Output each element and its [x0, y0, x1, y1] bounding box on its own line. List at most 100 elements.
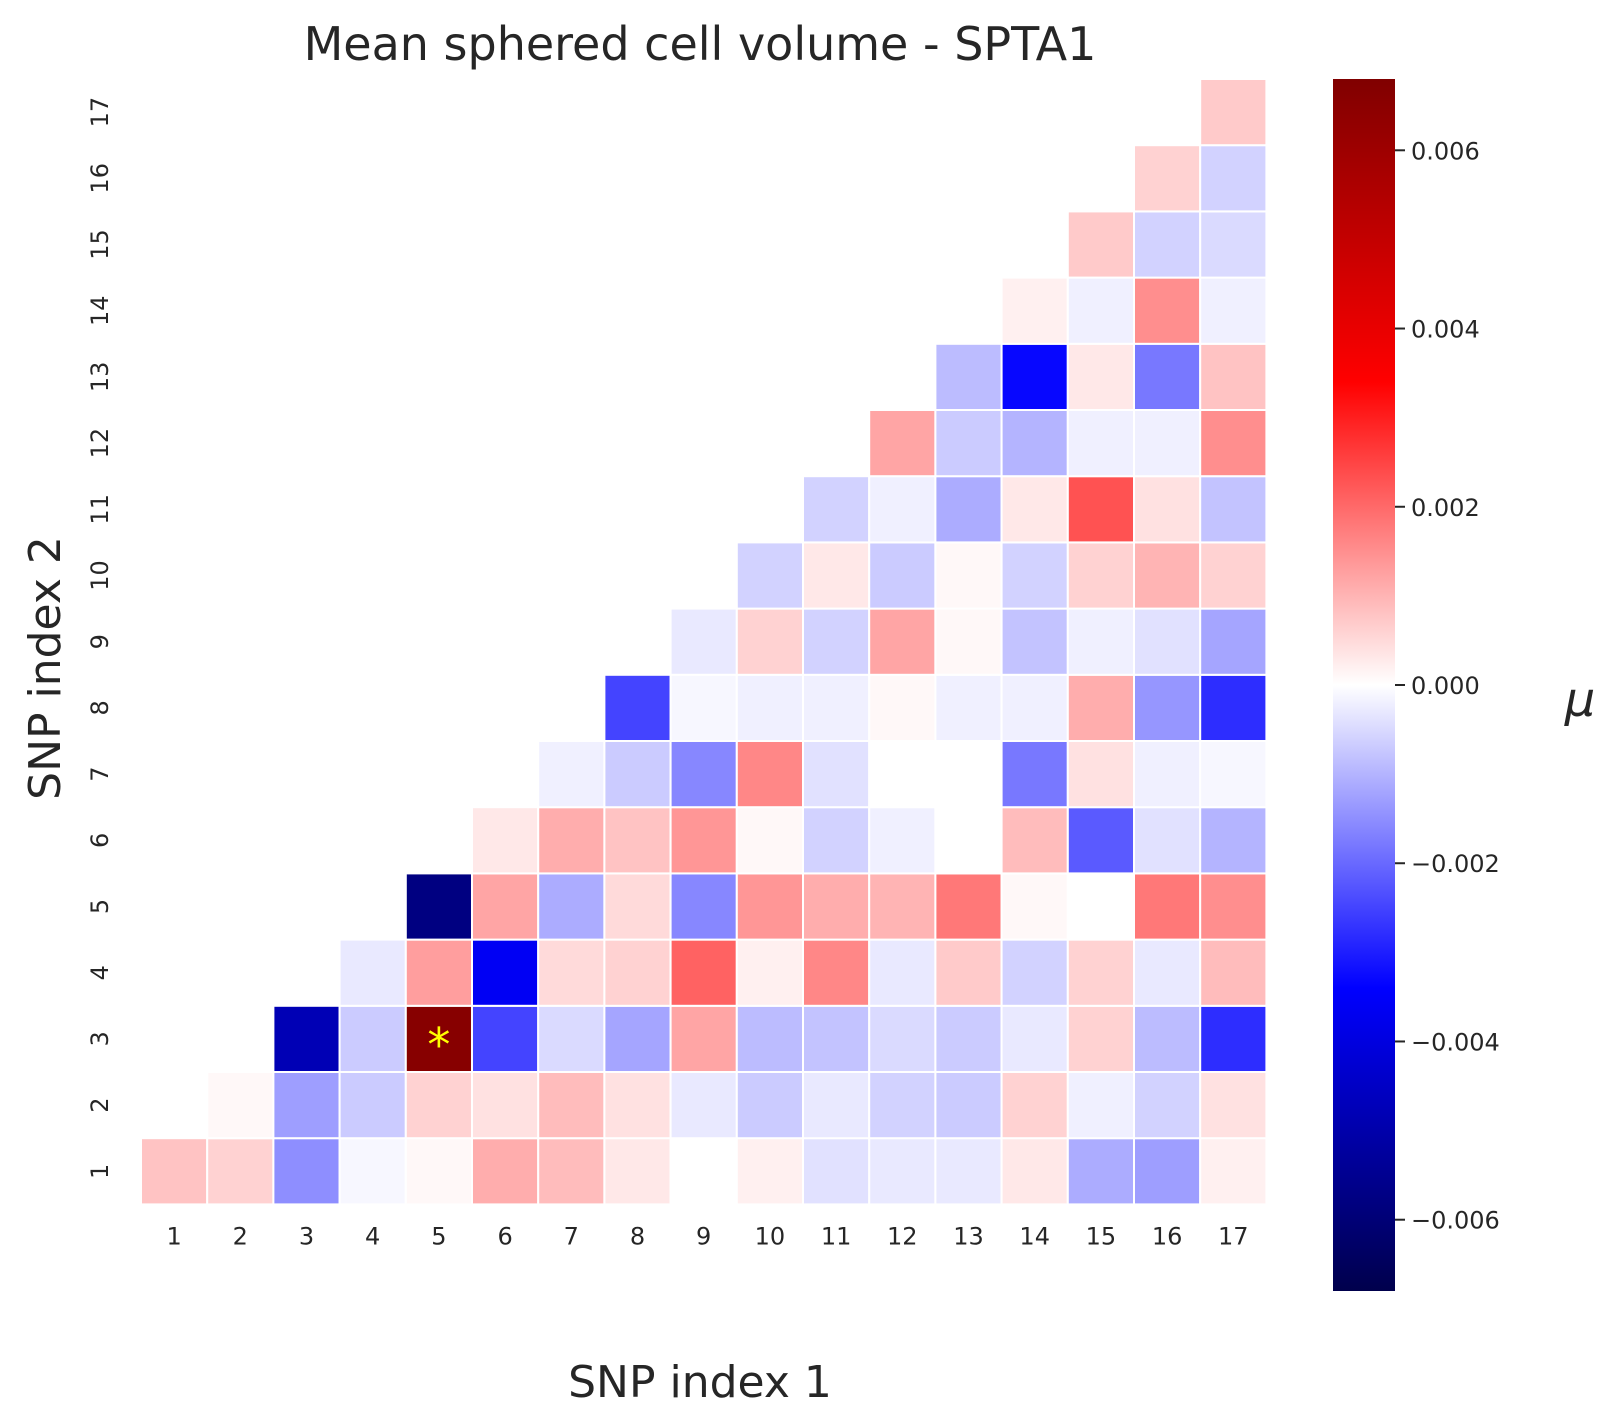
- chart-title: Mean sphered cell volume - SPTA1: [304, 17, 1097, 71]
- heatmap-cell-x13-y6: [934, 806, 1003, 875]
- x-tick-label-2: 2: [233, 1222, 248, 1250]
- x-tick-label-16: 16: [1152, 1222, 1183, 1250]
- heatmap-cell-x16-y9: [1133, 607, 1202, 676]
- colorbar-tick-label: −0.006: [1411, 1207, 1500, 1235]
- heatmap-cell-x11-y5: [802, 872, 871, 941]
- x-tick-label-4: 4: [365, 1222, 380, 1250]
- heatmap-cell-x14-y11: [1000, 475, 1069, 544]
- heatmap-cell-x17-y13: [1199, 342, 1268, 411]
- heatmap-cell-x17-y15: [1199, 210, 1268, 279]
- heatmap-cell-x16-y4: [1133, 938, 1202, 1007]
- y-axis-label: SNP index 2: [20, 536, 71, 800]
- heatmap-cell-x14-y8: [1000, 673, 1069, 742]
- heatmap-cell-x9-y9: [669, 607, 738, 676]
- colorbar-tick-label: 0.004: [1411, 316, 1480, 344]
- heatmap-cell-x13-y13: [934, 342, 1003, 411]
- heatmap-cell-x5-y5: [404, 872, 473, 941]
- heatmap-cell-x14-y4: [1000, 938, 1069, 1007]
- heatmap-cell-x17-y16: [1199, 144, 1268, 213]
- heatmap-cell-x13-y2: [934, 1071, 1003, 1140]
- heatmap-cell-x15-y13: [1066, 342, 1136, 411]
- y-tick-label-3: 3: [86, 1031, 114, 1046]
- heatmap-cell-x2-y1: [206, 1137, 275, 1206]
- heatmap-cell-x17-y17: [1199, 78, 1268, 147]
- heatmap-cell-x15-y1: [1066, 1137, 1136, 1206]
- heatmap-cell-x13-y12: [934, 409, 1003, 478]
- heatmap-cell-x3-y2: [272, 1071, 341, 1140]
- heatmap-cell-x9-y4: [669, 938, 738, 1007]
- heatmap-cell-x16-y10: [1133, 541, 1202, 610]
- heatmap-cell-x16-y1: [1133, 1137, 1202, 1206]
- heatmap-cell-x17-y11: [1199, 475, 1268, 544]
- heatmap-cell-x10-y6: [735, 806, 804, 875]
- heatmap-cell-x10-y7: [735, 740, 804, 809]
- heatmap-cell-x8-y3: [603, 1004, 672, 1073]
- heatmap-cell-x7-y1: [537, 1137, 606, 1206]
- heatmap-cell-x8-y1: [603, 1137, 672, 1206]
- y-tick-label-16: 16: [86, 163, 114, 194]
- heatmap-cell-x5-y2: [404, 1071, 473, 1140]
- x-tick-label-5: 5: [431, 1222, 446, 1250]
- heatmap-cell-x11-y9: [802, 607, 871, 676]
- heatmap-cell-x13-y8: [934, 673, 1003, 742]
- heatmap-cell-x11-y2: [802, 1071, 871, 1140]
- x-tick-label-15: 15: [1086, 1222, 1117, 1250]
- x-tick-label-6: 6: [497, 1222, 512, 1250]
- heatmap-cell-x7-y2: [537, 1071, 606, 1140]
- heatmap-cell-x17-y4: [1199, 938, 1268, 1007]
- heatmap-cell-x8-y8: [603, 673, 672, 742]
- heatmap-cell-x15-y4: [1066, 938, 1136, 1007]
- y-tick-label-2: 2: [86, 1097, 114, 1112]
- heatmap-cell-x5-y1: [404, 1137, 473, 1206]
- x-tick-label-1: 1: [166, 1222, 181, 1250]
- y-tick-label-6: 6: [86, 833, 114, 848]
- heatmap-cell-x7-y3: [537, 1004, 606, 1073]
- x-tick-label-12: 12: [887, 1222, 918, 1250]
- heatmap-cell-x9-y8: [669, 673, 738, 742]
- heatmap-cell-x12-y5: [868, 872, 937, 941]
- heatmap-cell-x15-y10: [1066, 541, 1136, 610]
- heatmap-cell-x16-y16: [1133, 144, 1202, 213]
- heatmap-cell-x11-y6: [802, 806, 871, 875]
- heatmap-cell-x15-y5: [1066, 872, 1136, 941]
- y-tick-label-17: 17: [86, 97, 114, 128]
- y-tick-label-1: 1: [86, 1164, 114, 1179]
- y-tick-label-4: 4: [86, 965, 114, 980]
- heatmap-cell-x12-y2: [868, 1071, 937, 1140]
- heatmap-cell-x14-y7: [1000, 740, 1069, 809]
- heatmap-cell-x6-y6: [471, 806, 540, 875]
- heatmap-cell-x9-y3: [669, 1004, 738, 1073]
- heatmap-cell-x16-y8: [1133, 673, 1202, 742]
- heatmap-cell-x16-y7: [1133, 740, 1202, 809]
- heatmap-cell-x3-y3: [272, 1004, 341, 1073]
- x-axis-ticks: 1 2 3 4 5 6 7 8 9 10 11 12 13 14 15 16 17: [166, 1222, 1248, 1250]
- x-tick-label-14: 14: [1019, 1222, 1050, 1250]
- heatmap-cell-x8-y2: [603, 1071, 672, 1140]
- heatmap-cell-x5-y3: [404, 1004, 473, 1073]
- x-tick-label-11: 11: [821, 1222, 852, 1250]
- heatmap-cell-x15-y9: [1066, 607, 1136, 676]
- heatmap-cell-x12-y7: [868, 740, 937, 809]
- heatmap-cell-x4-y3: [338, 1004, 407, 1073]
- heatmap-cell-x12-y6: [868, 806, 937, 875]
- heatmap-cell-x17-y9: [1199, 607, 1268, 676]
- heatmap-cell-x13-y5: [934, 872, 1003, 941]
- heatmap-cell-x11-y7: [802, 740, 871, 809]
- heatmap-cell-x15-y11: [1066, 475, 1136, 544]
- heatmap-cell-x15-y8: [1066, 673, 1136, 742]
- heatmap-cell-x14-y9: [1000, 607, 1069, 676]
- heatmap-cell-x9-y1: [669, 1137, 738, 1206]
- heatmap-cell-x10-y2: [735, 1071, 804, 1140]
- heatmap-cell-x15-y12: [1066, 409, 1136, 478]
- heatmap-cell-x17-y14: [1199, 276, 1268, 345]
- heatmap-cell-x6-y5: [471, 872, 540, 941]
- heatmap-cell-x17-y5: [1199, 872, 1268, 941]
- heatmap-cell-x12-y3: [868, 1004, 937, 1073]
- heatmap-cell-x12-y8: [868, 673, 937, 742]
- heatmap-cell-x10-y3: [735, 1004, 804, 1073]
- heatmap-cell-x13-y7: [934, 740, 1003, 809]
- heatmap-cell-x11-y1: [802, 1137, 871, 1206]
- heatmap-cell-x16-y5: [1133, 872, 1202, 941]
